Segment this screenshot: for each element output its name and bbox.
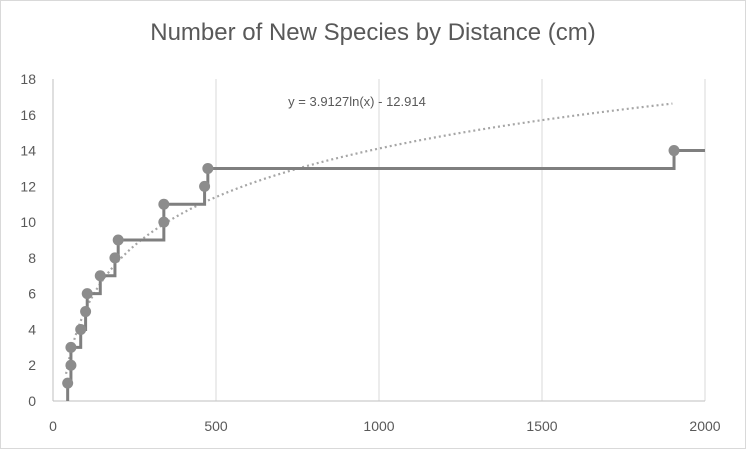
data-point: [75, 323, 87, 335]
y-tick-label: 4: [28, 321, 36, 337]
data-point: [112, 234, 124, 246]
y-tick-label: 10: [20, 214, 36, 230]
tick-labels: 0 500 1000 1500 2000 0 2 4 6 8 10 12 14 16 18: [20, 71, 720, 434]
y-tick-label: 2: [28, 357, 36, 373]
y-tick-label: 18: [20, 71, 36, 87]
y-tick-label: 0: [28, 393, 36, 409]
data-point: [109, 252, 121, 264]
data-point: [65, 359, 77, 371]
data-point: [94, 270, 106, 282]
y-tick-label: 14: [20, 143, 36, 159]
data-point: [80, 306, 92, 318]
y-tick-label: 8: [28, 250, 36, 266]
series-step-line: [66, 149, 705, 401]
y-tick-label: 6: [28, 286, 36, 302]
trendline-equation: y = 3.9127ln(x) - 12.914: [288, 94, 426, 109]
x-tick-label: 1500: [526, 418, 557, 434]
x-tick-label: 1000: [363, 418, 394, 434]
gridlines: [215, 79, 706, 401]
data-point: [668, 145, 680, 157]
y-tick-label: 12: [20, 178, 36, 194]
annotations: y = 3.9127ln(x) - 12.914: [288, 94, 426, 109]
data-point: [202, 162, 214, 174]
data-point: [158, 216, 170, 228]
data-point: [158, 198, 170, 210]
data-point: [65, 341, 77, 353]
data-point: [199, 180, 211, 192]
data-point: [62, 377, 74, 389]
x-tick-label: 500: [204, 418, 228, 434]
chart-title: Number of New Species by Distance (cm): [150, 19, 596, 46]
axes: [52, 79, 705, 402]
data-point: [81, 288, 93, 300]
data-series: [62, 145, 705, 401]
x-tick-label: 0: [49, 418, 57, 434]
x-tick-label: 2000: [689, 418, 720, 434]
y-tick-label: 16: [20, 107, 36, 123]
